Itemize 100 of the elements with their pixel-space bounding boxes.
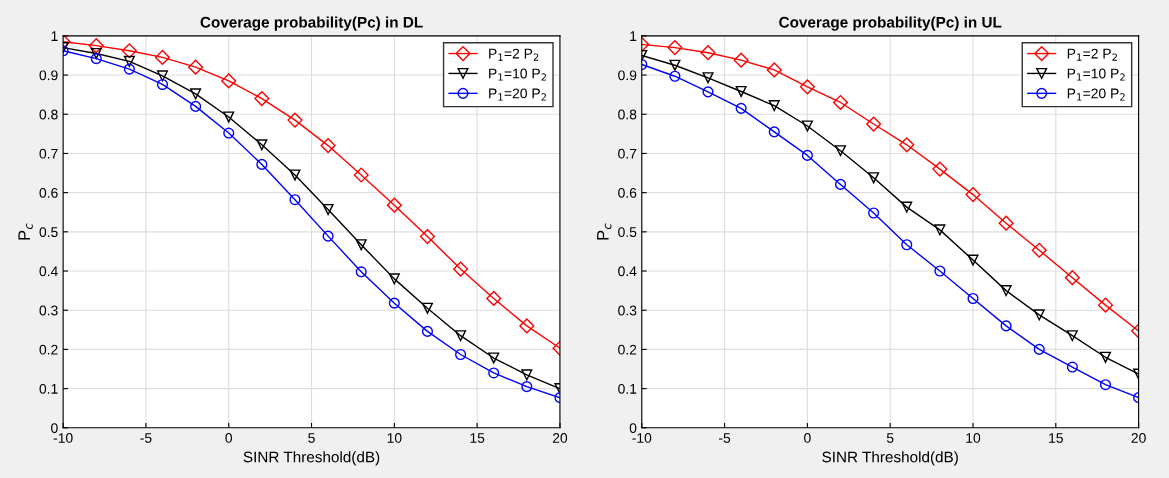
x-tick-label: 15 (1049, 433, 1063, 443)
point (702, 86, 714, 98)
point (455, 330, 467, 342)
point (488, 352, 500, 364)
point (700, 45, 716, 61)
y-tick-label: 1 (51, 31, 58, 41)
y-tick-label: 0.5 (618, 227, 637, 237)
point (322, 230, 334, 242)
point (223, 111, 235, 123)
x-tick-label: -10 (632, 433, 652, 443)
y-tick-label: 0.5 (39, 227, 58, 237)
point (156, 70, 169, 82)
point (521, 369, 533, 381)
point (766, 62, 782, 78)
point (121, 43, 137, 59)
point (289, 169, 301, 181)
point (965, 187, 981, 203)
legend-label: P$_{1}$=10 P$_{2}$ (1067, 68, 1125, 81)
point (386, 197, 402, 213)
point (353, 167, 369, 183)
point (188, 59, 204, 75)
point (1097, 297, 1114, 313)
chart-title: Coverage probability(Pc) in DL (200, 16, 423, 31)
point (1033, 309, 1045, 321)
point (932, 161, 948, 177)
point (967, 292, 979, 305)
y-tick-label: 0.6 (618, 187, 637, 198)
x-axis-title: SINR Threshold(dB) (822, 451, 958, 466)
point (1099, 351, 1112, 363)
point (901, 201, 913, 213)
point (254, 90, 270, 107)
point (735, 85, 747, 98)
legend-label: P$_{1}$=20 P$_{2}$ (489, 88, 546, 101)
point (669, 70, 681, 82)
y-tick-label: 0.6 (39, 187, 58, 198)
point (1066, 361, 1078, 373)
point (256, 158, 268, 170)
y-tick-label: 0 (51, 423, 58, 433)
y-tick-label: 0.1 (39, 383, 58, 394)
chart-title: Coverage probability(Pc) in UL (779, 16, 1002, 31)
y-tick-label: 0.7 (39, 148, 58, 159)
point (421, 325, 434, 337)
point (1000, 320, 1012, 332)
y-tick-label: 0.7 (618, 148, 637, 159)
point (453, 261, 469, 277)
point (388, 297, 400, 309)
point (702, 72, 714, 84)
point (521, 381, 533, 393)
point (355, 266, 367, 278)
point (154, 49, 171, 65)
y-tick-label: 0.3 (39, 305, 58, 316)
point (355, 239, 367, 251)
point (1000, 285, 1012, 297)
point (287, 112, 303, 128)
x-tick-label: 20 (1131, 433, 1146, 443)
point (455, 348, 467, 361)
x-tick-label: 20 (552, 433, 568, 443)
point (834, 178, 847, 190)
y-tick-label: 0 (629, 423, 637, 433)
x-tick-label: -10 (53, 433, 73, 443)
point (866, 116, 882, 132)
point (899, 137, 915, 153)
point (256, 139, 268, 151)
point (1099, 379, 1112, 391)
point (388, 273, 400, 285)
point (801, 120, 813, 132)
point (967, 254, 979, 266)
y-tick-label: 0.8 (39, 109, 58, 120)
x-tick-label: 10 (966, 433, 981, 443)
point (221, 73, 237, 89)
point (733, 52, 749, 68)
point (801, 149, 813, 161)
point (289, 194, 301, 206)
point (1064, 270, 1080, 286)
point (1066, 330, 1078, 342)
y-tick-label: 0.2 (39, 344, 58, 355)
x-tick-label: 5 (886, 433, 894, 443)
point (88, 38, 104, 54)
point (868, 172, 880, 184)
x-axis-title: SINR Threshold(dB) (243, 451, 380, 466)
y-tick-label: 0.4 (39, 266, 58, 277)
point (998, 215, 1014, 231)
point (799, 79, 815, 95)
point (934, 224, 946, 236)
y-tick-label: 0.8 (618, 109, 637, 120)
legend-label: P$_{1}$=2 P$_{2}$ (489, 48, 539, 61)
legend-label: P$_{1}$=10 P$_{2}$ (489, 68, 546, 81)
point (832, 94, 849, 111)
x-tick-label: 0 (225, 433, 233, 443)
point (667, 40, 683, 56)
point (768, 126, 780, 138)
point (868, 207, 880, 219)
point (486, 290, 502, 307)
y-tick-label: 0.4 (618, 266, 637, 277)
point (190, 88, 202, 100)
legend-label: P$_{1}$=20 P$_{2}$ (1067, 88, 1125, 101)
point (735, 102, 747, 114)
point (156, 78, 169, 91)
point (901, 239, 913, 251)
x-tick-label: 10 (387, 433, 402, 443)
